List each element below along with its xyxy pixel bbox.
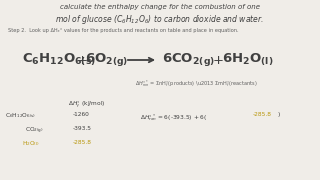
Text: $\mathregular{H_2O_{(l)}}$: $\mathregular{H_2O_{(l)}}$	[22, 140, 40, 148]
Text: -285.8: -285.8	[253, 112, 272, 117]
Text: $\Delta H_f^{\circ}$ (kJ/mol): $\Delta H_f^{\circ}$ (kJ/mol)	[68, 100, 106, 110]
Text: $\mathregular{CO_{2(g)}}$: $\mathregular{CO_{2(g)}}$	[25, 126, 44, 136]
Text: $\mathregular{C_6H_{12}O_{6(s)}}$: $\mathregular{C_6H_{12}O_{6(s)}}$	[22, 52, 96, 68]
Text: $\Delta H_{rxn}^{\circ*}$ = 6(-393.5) + 6(: $\Delta H_{rxn}^{\circ*}$ = 6(-393.5) + …	[140, 112, 207, 123]
Text: -1260: -1260	[73, 112, 90, 117]
Text: $\Delta H_{rxn}^{\circ*}$ = $\Sigma$nH$_f^{\circ}$(products) \u2013 $\Sigma$mH$_: $\Delta H_{rxn}^{\circ*}$ = $\Sigma$nH$_…	[135, 78, 258, 89]
Text: $+$: $+$	[212, 53, 224, 66]
Text: $\mathregular{6H_2O_{(l)}}$: $\mathregular{6H_2O_{(l)}}$	[222, 52, 273, 68]
Text: -393.5: -393.5	[73, 126, 92, 131]
Text: mol of glucose ($\mathregular{C_6H_{12}O_6}$) to carbon dioxide and water.: mol of glucose ($\mathregular{C_6H_{12}O…	[55, 13, 265, 26]
Text: $\mathregular{C_6H_{12}O_{6(s)}}$: $\mathregular{C_6H_{12}O_{6(s)}}$	[5, 112, 36, 120]
Text: calculate the enthalpy change for the combustion of one: calculate the enthalpy change for the co…	[60, 4, 260, 10]
Text: Step 2.  Look up ΔHₑ° values for the products and reactants on table and place i: Step 2. Look up ΔHₑ° values for the prod…	[8, 28, 239, 33]
Text: $\mathregular{6O_{2(g)}}$: $\mathregular{6O_{2(g)}}$	[85, 51, 128, 69]
Text: ): )	[277, 112, 279, 117]
Text: $+$: $+$	[76, 53, 88, 66]
Text: -285.8: -285.8	[73, 140, 92, 145]
Text: $\mathregular{6CO_{2(g)}}$: $\mathregular{6CO_{2(g)}}$	[162, 51, 215, 69]
